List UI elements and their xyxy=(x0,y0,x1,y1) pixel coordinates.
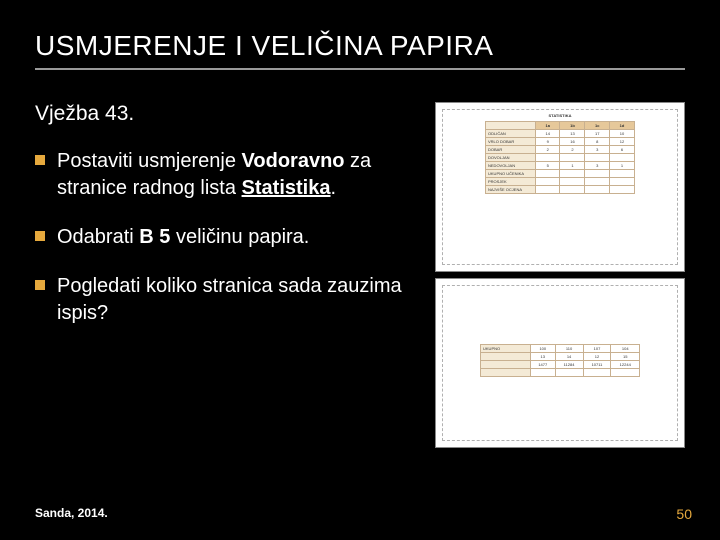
bullet-text-strong: B 5 xyxy=(139,226,170,248)
slide: USMJERENJE I VELIČINA PAPIRA Vježba 43. … xyxy=(0,0,720,540)
table-row: UKUPNO100110107104 xyxy=(481,345,640,353)
subtitle: Vježba 43. xyxy=(35,102,421,126)
table-row: UKUPNO UČENIKA xyxy=(486,170,635,178)
table-header: 1d xyxy=(609,122,634,130)
content-area: Vježba 43. Postaviti usmjerenje Vodoravn… xyxy=(35,102,685,448)
page-preview-1: STATISTIKA 1a 1b 1c 1d ODLIČAN14131710 V… xyxy=(435,102,685,272)
page-number: 50 xyxy=(676,506,692,522)
bullet-text-pre: Pogledati koliko stranica sada zauzima i… xyxy=(57,275,402,324)
preview-caption: STATISTIKA xyxy=(549,113,572,118)
table-row: DOVOLJAN xyxy=(486,154,635,162)
bullet-text-strong2: Statistika xyxy=(242,177,331,199)
bullet-item: Odabrati B 5 veličinu papira. xyxy=(35,224,421,251)
table-row: PROSJEK xyxy=(486,178,635,186)
table-row: NAJVIŠE OCJENA xyxy=(486,186,635,194)
bullet-text-strong: Vodoravno xyxy=(242,150,345,172)
page-title: USMJERENJE I VELIČINA PAPIRA xyxy=(35,30,685,70)
table-row: 1a 1b 1c 1d xyxy=(486,122,635,130)
bullet-text-mid: veličinu papira. xyxy=(170,226,309,248)
table-row: 1477112841071112244 xyxy=(481,361,640,369)
bullet-item: Pogledati koliko stranica sada zauzima i… xyxy=(35,273,421,327)
table-row: ODLIČAN14131710 xyxy=(486,130,635,138)
bullet-text-pre: Odabrati xyxy=(57,226,139,248)
table-row: 13141215 xyxy=(481,353,640,361)
footer-author: Sanda, 2014. xyxy=(35,506,108,520)
bullet-text-post: . xyxy=(330,177,336,199)
table-row: VRLO DOBAR916812 xyxy=(486,138,635,146)
preview-table-2: UKUPNO100110107104 13141215 147711284107… xyxy=(480,344,640,377)
bullet-item: Postaviti usmjerenje Vodoravno za strani… xyxy=(35,148,421,202)
table-row: DOBAR2236 xyxy=(486,146,635,154)
table-row xyxy=(481,369,640,377)
text-column: Vježba 43. Postaviti usmjerenje Vodoravn… xyxy=(35,102,421,448)
table-row: NEDOVOLJAN5131 xyxy=(486,162,635,170)
preview-column: STATISTIKA 1a 1b 1c 1d ODLIČAN14131710 V… xyxy=(435,102,685,448)
bullet-text-pre: Postaviti usmjerenje xyxy=(57,150,242,172)
table-header: 1c xyxy=(585,122,609,130)
preview-table-1: 1a 1b 1c 1d ODLIČAN14131710 VRLO DOBAR91… xyxy=(485,121,635,194)
table-header xyxy=(486,122,536,130)
table-header: 1b xyxy=(560,122,585,130)
bullet-list: Postaviti usmjerenje Vodoravno za strani… xyxy=(35,148,421,327)
page-preview-2: UKUPNO100110107104 13141215 147711284107… xyxy=(435,278,685,448)
table-header: 1a xyxy=(536,122,560,130)
